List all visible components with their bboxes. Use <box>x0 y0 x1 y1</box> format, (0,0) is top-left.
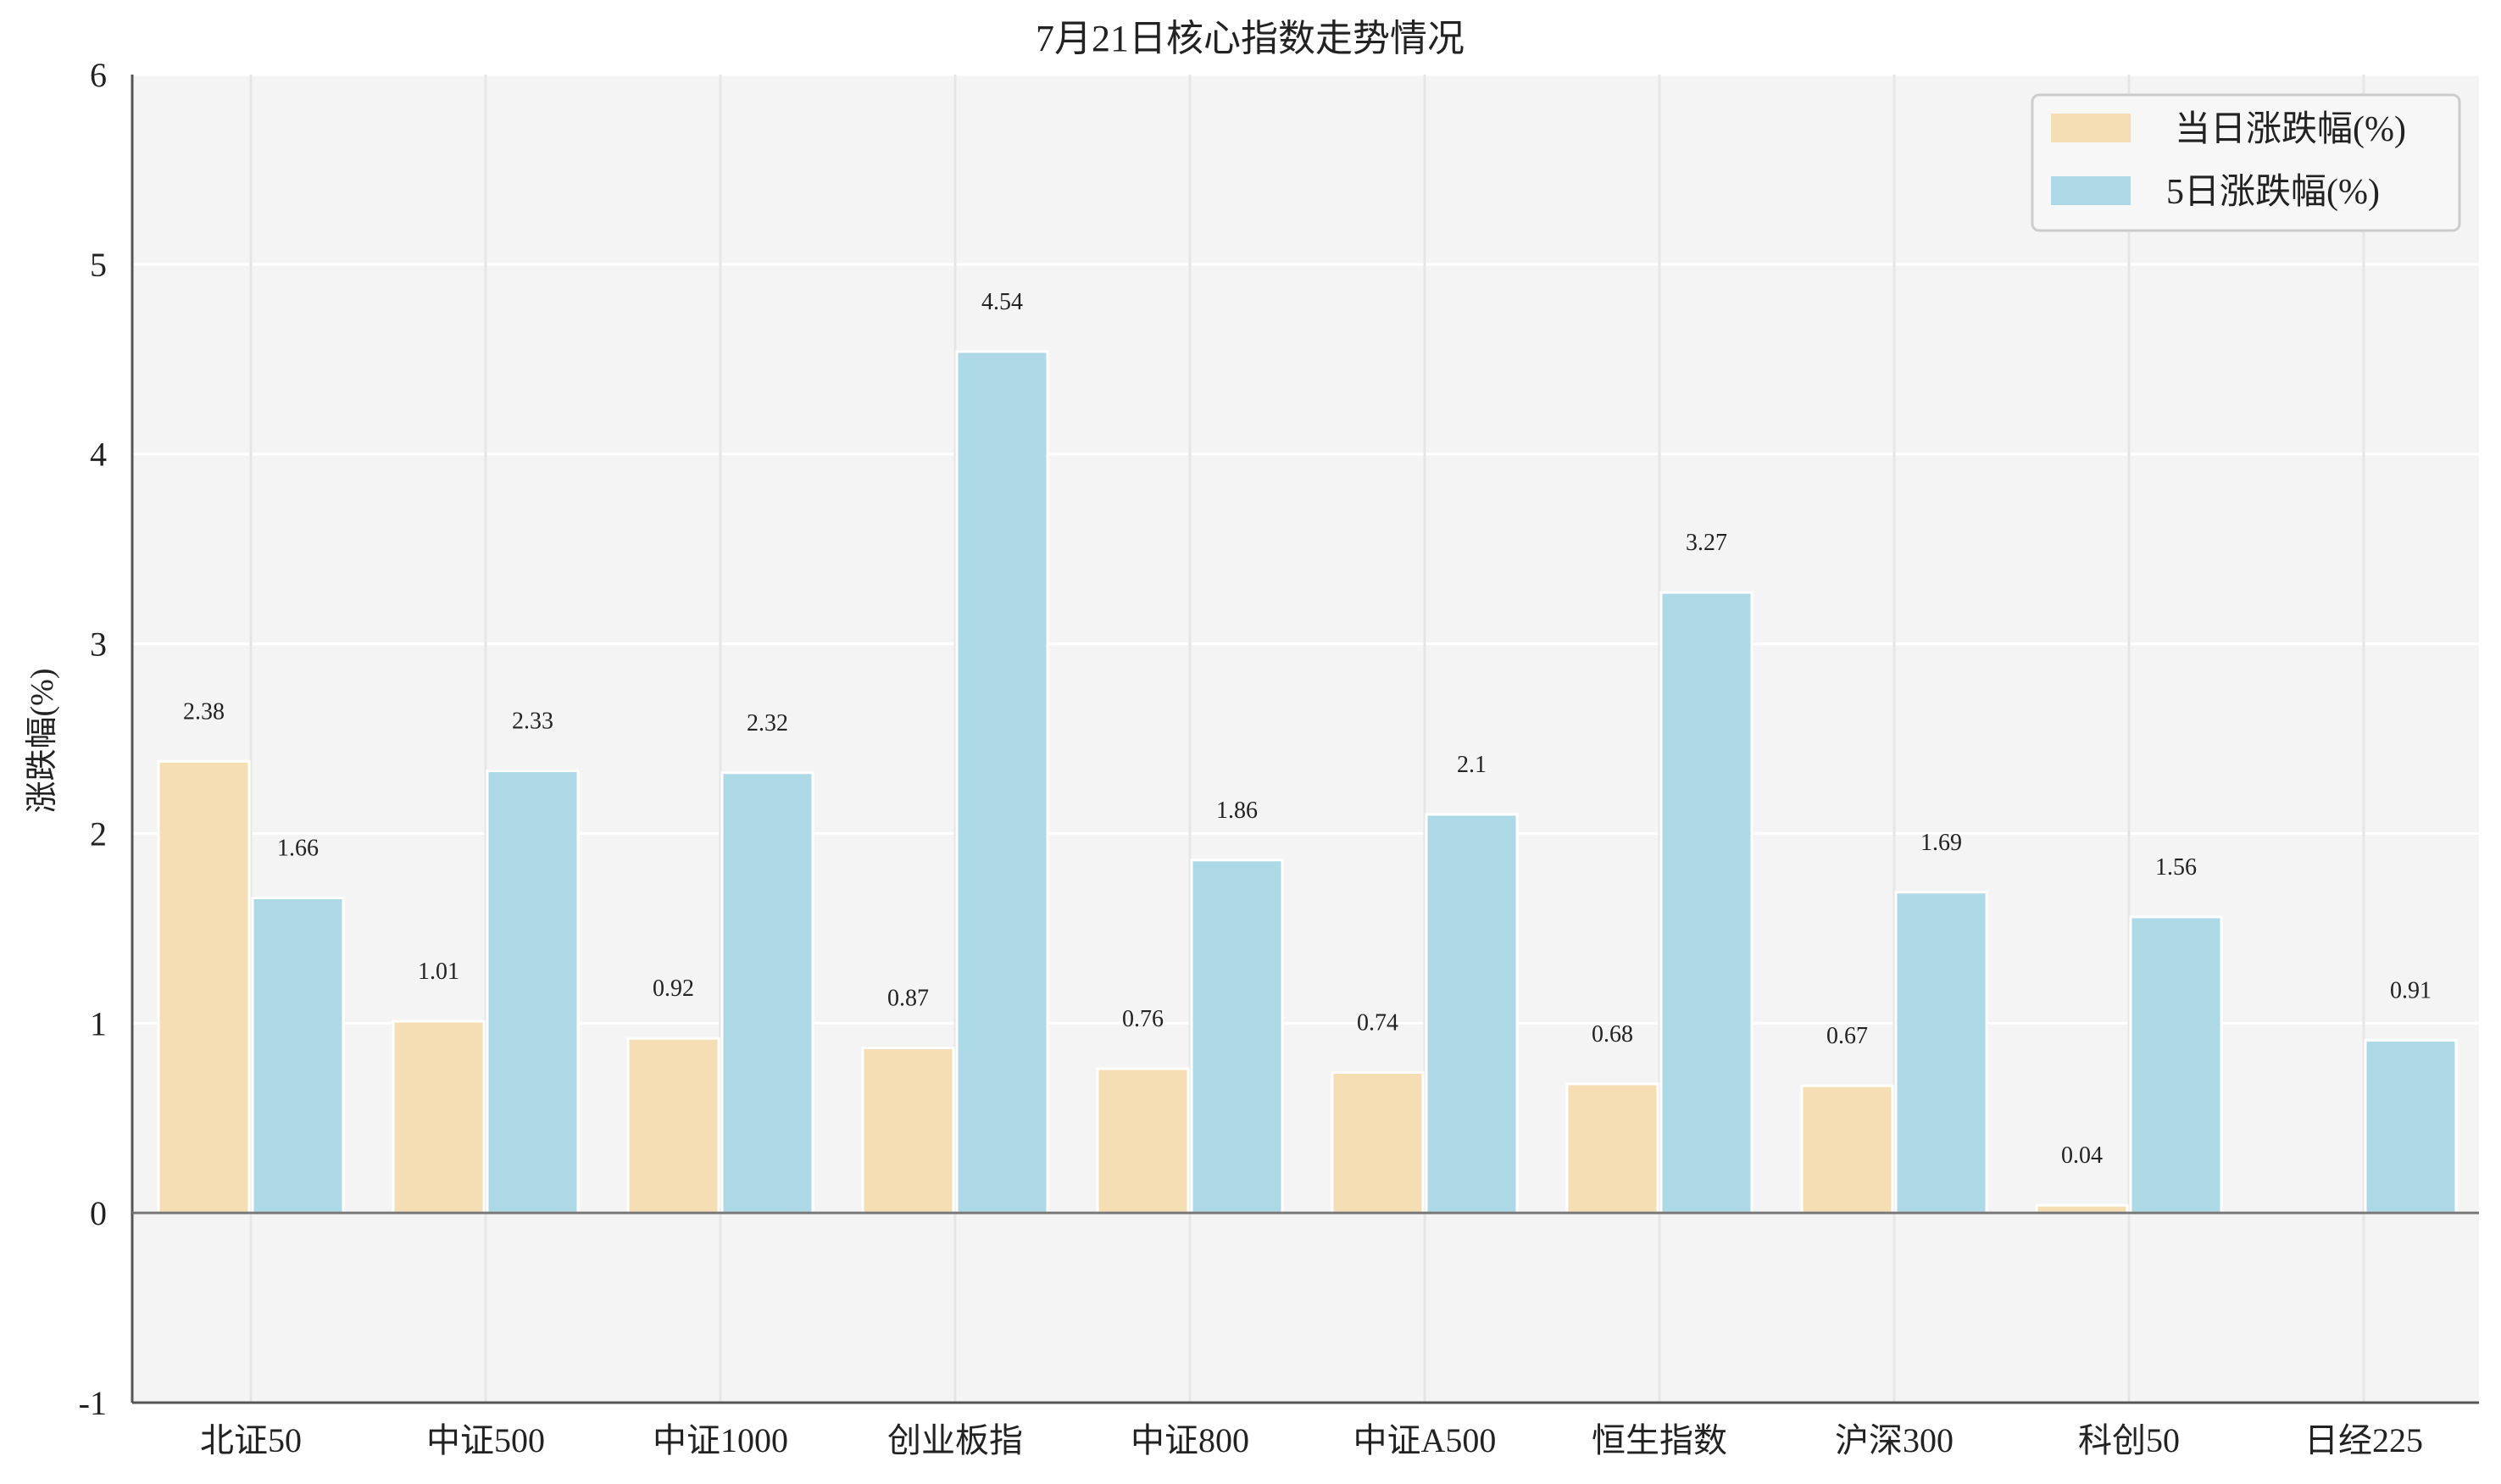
y-tick-label: 0 <box>90 1194 107 1232</box>
bar-5day <box>1894 891 1988 1214</box>
data-label-5day: 2.1 <box>1457 752 1487 778</box>
bar-daily <box>1331 1070 1425 1214</box>
y-tick-label: 6 <box>90 56 107 94</box>
x-tick-label: 恒生指数 <box>1592 1421 1727 1459</box>
y-tick-label: 2 <box>90 814 107 853</box>
x-tick-label: 中证1000 <box>653 1421 788 1459</box>
bar-5day <box>1659 591 1753 1214</box>
x-tick-label: 科创50 <box>2078 1421 2180 1459</box>
y-tick-label: 3 <box>90 625 107 664</box>
data-label-5day: 1.86 <box>1216 798 1258 824</box>
data-label-5day: 2.33 <box>512 709 553 735</box>
bar-5day <box>1425 813 1519 1214</box>
x-tick-label: 创业板指 <box>887 1421 1023 1459</box>
data-labels: 2.38 1.01 0.92 0.87 0.76 0.74 0.68 0.67 0.04 1.66… <box>183 289 2432 1169</box>
y-axis-label: 涨跌幅(%) <box>25 669 60 814</box>
bar-daily <box>392 1020 486 1214</box>
bar-daily <box>626 1037 720 1214</box>
x-tick-label: 北证50 <box>200 1421 302 1459</box>
data-label-daily: 2.38 <box>183 698 225 725</box>
x-tick-label: 日经225 <box>2304 1421 2423 1459</box>
data-label-5day: 1.69 <box>1920 830 1962 856</box>
data-label-daily: 0.92 <box>653 975 694 1002</box>
x-tick-label: 中证800 <box>1131 1421 1249 1459</box>
data-label-daily: 0.76 <box>1122 1006 1164 1032</box>
bar-5day <box>2364 1038 2458 1214</box>
bar-5day <box>251 897 345 1214</box>
data-label-daily: 0.74 <box>1357 1009 1398 1036</box>
legend-box <box>2031 93 2461 232</box>
legend-swatch-5day <box>2051 176 2131 205</box>
x-tick-label: 中证A500 <box>1353 1421 1497 1459</box>
data-label-5day: 0.91 <box>2390 977 2432 1003</box>
y-tick-label: 1 <box>90 1004 107 1042</box>
bar-daily <box>1565 1082 1659 1214</box>
legend: 当日涨跌幅(%) 5日涨跌幅(%) <box>2031 93 2461 232</box>
bar-5day <box>2129 915 2223 1214</box>
bar-daily <box>1800 1084 1894 1214</box>
data-label-daily: 1.01 <box>418 959 459 985</box>
bar-5day <box>1190 859 1284 1214</box>
bar-5day <box>720 771 814 1214</box>
x-tick-label: 沪深300 <box>1835 1421 1954 1459</box>
legend-label-daily: 当日涨跌幅(%) <box>2175 110 2406 149</box>
data-label-5day: 1.66 <box>277 836 319 862</box>
legend-swatch-daily <box>2051 114 2131 142</box>
chart-title: 7月21日核心指数走势情况 <box>1036 18 1464 59</box>
data-label-daily: 0.67 <box>1826 1023 1868 1049</box>
data-label-daily: 0.68 <box>1592 1021 1633 1048</box>
data-label-daily: 0.87 <box>887 985 929 1011</box>
bar-5day <box>955 350 1049 1214</box>
bar-5day <box>486 770 580 1214</box>
axes: -1 0 1 2 3 4 5 6 北证50 中证500 中证1000 创业板指 中证800 中证A500 恒… <box>79 56 2479 1459</box>
y-tick-label: 4 <box>90 436 107 474</box>
bar-daily <box>1096 1067 1190 1214</box>
data-label-5day: 2.32 <box>747 710 788 736</box>
data-label-5day: 4.54 <box>981 289 1023 315</box>
data-label-5day: 1.56 <box>2155 854 2197 881</box>
data-label-daily: 0.04 <box>2061 1142 2103 1169</box>
legend-label-5day: 5日涨跌幅(%) <box>2166 173 2380 212</box>
y-tick-label: 5 <box>90 246 107 284</box>
y-tick-label: -1 <box>79 1384 107 1422</box>
x-tick-label: 中证500 <box>426 1421 545 1459</box>
bar-daily <box>157 759 251 1214</box>
data-label-5day: 3.27 <box>1686 530 1727 556</box>
bar-daily <box>861 1046 955 1214</box>
